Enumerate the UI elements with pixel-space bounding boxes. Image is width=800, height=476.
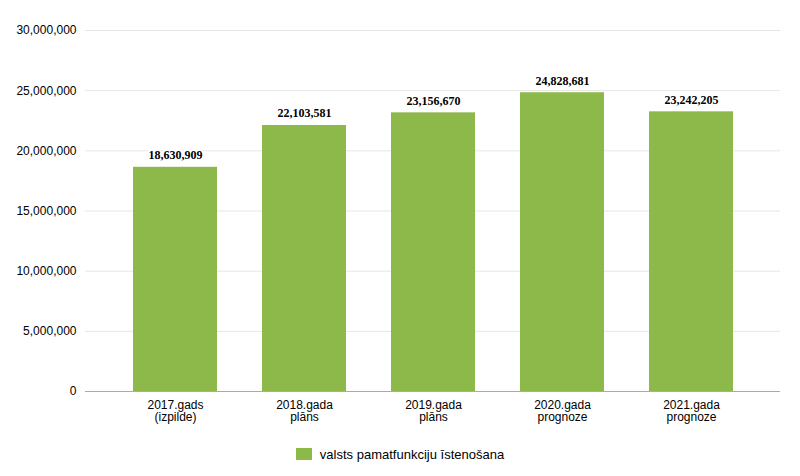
svg-text:2018.gadaplāns: 2018.gadaplāns <box>276 398 333 424</box>
svg-text:23,156,670: 23,156,670 <box>407 94 461 108</box>
svg-text:23,242,205: 23,242,205 <box>665 93 719 107</box>
svg-text:15,000,000: 15,000,000 <box>16 204 76 218</box>
svg-text:10,000,000: 10,000,000 <box>16 264 76 278</box>
svg-text:2017.gads(izpilde): 2017.gads(izpilde) <box>147 398 203 424</box>
svg-text:20,000,000: 20,000,000 <box>16 144 76 158</box>
svg-text:2020.gadaprognoze: 2020.gadaprognoze <box>534 398 591 424</box>
svg-text:5,000,000: 5,000,000 <box>23 324 77 338</box>
html-text:valsts pamatfunkciju īstenošan: valsts pamatfunkciju īstenošana <box>319 446 505 462</box>
svg-text:24,828,681: 24,828,681 <box>536 74 590 88</box>
svg-text:18,630,909: 18,630,909 <box>149 148 203 162</box>
svg-text:2019.gadaplāns: 2019.gadaplāns <box>405 398 462 424</box>
svg-text:25,000,000: 25,000,000 <box>16 84 76 98</box>
svg-text:0: 0 <box>70 384 77 398</box>
svg-text:2021.gadaprognoze: 2021.gadaprognoze <box>663 398 720 424</box>
svg-text:22,103,581: 22,103,581 <box>278 106 332 120</box>
svg-text:30,000,000: 30,000,000 <box>16 23 76 37</box>
